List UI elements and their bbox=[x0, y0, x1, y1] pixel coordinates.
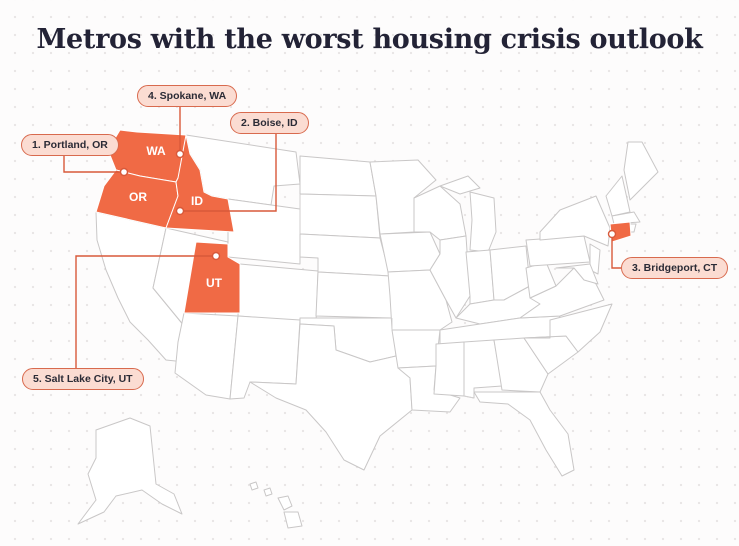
metro-dot-boise bbox=[175, 206, 185, 216]
state-indiana bbox=[465, 249, 495, 305]
callout-saltlake: 5. Salt Lake City, UT bbox=[22, 368, 144, 390]
callout-portland: 1. Portland, OR bbox=[21, 134, 119, 156]
state-florida bbox=[473, 391, 575, 477]
state-virginia bbox=[519, 267, 605, 319]
highlighted-states bbox=[95, 129, 632, 314]
metro-dot-portland bbox=[119, 167, 129, 177]
metro-dot-bridgeport bbox=[607, 229, 617, 239]
state-new-york bbox=[539, 195, 611, 247]
state-south-dakota bbox=[299, 193, 381, 239]
state-arizona bbox=[174, 312, 239, 400]
state-kansas bbox=[315, 271, 393, 319]
state-colorado bbox=[237, 263, 319, 323]
callout-boise: 2. Boise, ID bbox=[230, 112, 309, 134]
metro-dot-spokane bbox=[175, 149, 185, 159]
state-iowa bbox=[379, 231, 441, 273]
map-borders bbox=[299, 194, 475, 399]
leader-line-saltlake bbox=[75, 255, 216, 368]
state-wyoming bbox=[227, 198, 301, 265]
state-massachusetts bbox=[611, 211, 641, 225]
leader-line-portland bbox=[63, 154, 124, 173]
leader-line-boise bbox=[180, 133, 277, 212]
state-hawaii bbox=[249, 481, 303, 529]
state-nebraska bbox=[299, 233, 391, 277]
callout-spokane: 4. Spokane, WA bbox=[137, 85, 238, 107]
state-idaho bbox=[165, 134, 235, 233]
state-north-dakota bbox=[299, 155, 377, 197]
callout-bridgeport: 3. Bridgeport, CT bbox=[621, 257, 729, 279]
state-texas bbox=[249, 323, 413, 471]
state-pennsylvania bbox=[525, 235, 591, 267]
state-label-id: ID bbox=[191, 194, 203, 208]
state-illinois bbox=[429, 235, 471, 319]
leader-line-bridgeport bbox=[611, 234, 621, 269]
state-vermont-nh bbox=[605, 175, 631, 217]
state-maine bbox=[623, 141, 659, 201]
state-maryland-delaware bbox=[555, 263, 599, 285]
leader-lines bbox=[63, 106, 621, 368]
map-title: Metros with the worst housing crisis out… bbox=[36, 24, 703, 55]
metro-dot-saltlake bbox=[211, 251, 221, 261]
state-mississippi bbox=[433, 341, 465, 397]
state-georgia bbox=[493, 337, 549, 393]
state-label-ut: UT bbox=[206, 276, 223, 290]
state-utah bbox=[183, 241, 241, 314]
metro-dots bbox=[119, 149, 617, 261]
state-arkansas bbox=[391, 329, 441, 369]
state-wisconsin bbox=[413, 185, 467, 241]
state-label-wa: WA bbox=[146, 144, 166, 158]
state-new-jersey bbox=[589, 243, 601, 275]
state-north-carolina bbox=[523, 303, 613, 353]
state-label-or: OR bbox=[129, 190, 147, 204]
border-line-3 bbox=[463, 395, 475, 399]
state-labels: WA OR ID UT bbox=[129, 144, 223, 290]
state-alaska bbox=[77, 417, 183, 525]
